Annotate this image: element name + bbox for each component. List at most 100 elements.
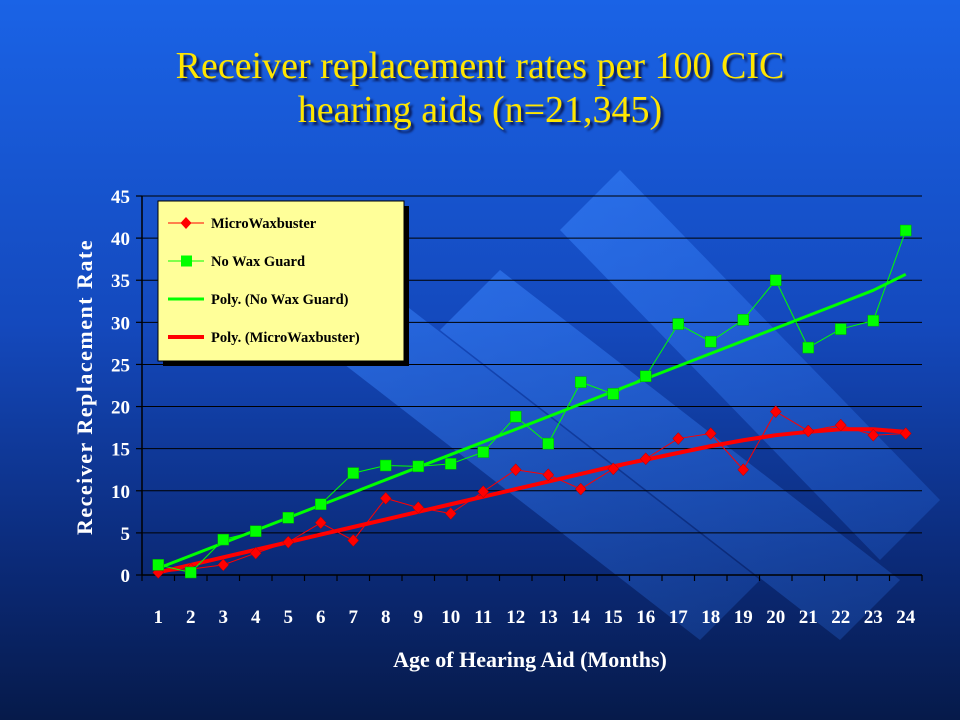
data-point: [737, 463, 750, 477]
y-tick-labels: 0 5 10 15 20 25 30 35 40 45: [111, 187, 130, 587]
legend-item-microwaxbuster: MicroWaxbuster: [168, 216, 317, 232]
data-point: [575, 376, 587, 388]
data-point: [412, 501, 425, 514]
background-stripe: [560, 170, 940, 560]
data-point: [217, 558, 230, 572]
x-tick-label: 22: [831, 607, 850, 628]
x-tick-label: 23: [864, 607, 883, 628]
data-point: [834, 418, 847, 432]
x-tick-label: 8: [381, 607, 391, 628]
data-point: [542, 468, 555, 482]
axes: [136, 195, 923, 581]
x-tick-label: 18: [701, 607, 720, 628]
y-tick-label: 40: [111, 229, 130, 250]
data-point: [705, 335, 717, 348]
data-point: [444, 507, 457, 520]
data-point: [477, 485, 490, 498]
y-tick-label: 10: [111, 482, 130, 503]
title-line-1: Receiver replacement rates per 100 CIC: [175, 45, 785, 87]
x-tick-label: 7: [349, 607, 359, 628]
x-tick-label: 11: [474, 607, 492, 628]
y-tick-label: 35: [111, 271, 130, 292]
y-tick-label: 45: [111, 187, 130, 208]
x-tick-label: 17: [669, 607, 689, 628]
x-tick-label: 10: [441, 607, 460, 628]
data-point: [672, 318, 684, 330]
data-point: [249, 546, 262, 560]
legend-swatch-marker: [180, 217, 192, 229]
legend-swatch-marker: [181, 255, 192, 267]
chart-title: Receiver replacement rates per 100 CIC h…: [0, 44, 960, 132]
y-tick-label: 15: [111, 440, 130, 461]
x-tick-label: 15: [604, 607, 623, 628]
data-point: [835, 323, 847, 335]
legend-item-poly-no-wax-guard: Poly. (No Wax Guard): [168, 292, 349, 308]
data-point: [607, 388, 619, 400]
y-tick-label: 5: [121, 524, 131, 545]
x-tick-label: 24: [896, 607, 916, 628]
data-point: [347, 467, 359, 479]
data-point: [379, 491, 392, 505]
legend-item-no-wax-guard: No Wax Guard: [168, 254, 305, 270]
legend-label: Poly. (MicroWaxbuster): [211, 330, 360, 346]
y-tick-label: 20: [111, 398, 130, 419]
data-point: [672, 432, 685, 445]
data-point: [607, 462, 620, 476]
x-axis-label: Age of Hearing Aid (Months): [393, 647, 667, 672]
series-line-microwaxbuster: [158, 410, 906, 573]
data-point: [737, 314, 749, 326]
y-tick-label: 25: [111, 355, 130, 376]
data-point: [314, 516, 327, 530]
title-line-2: hearing aids (n=21,345): [297, 89, 663, 131]
data-point: [704, 427, 717, 440]
legend-label: Poly. (No Wax Guard): [211, 292, 349, 308]
data-point: [510, 410, 522, 423]
legend-item-poly-microwaxbuster: Poly. (MicroWaxbuster): [168, 330, 360, 346]
x-tick-labels: 1 2 3 4 5 6 7 8 9 10 11 12 13 14 15 16 17 18 19 20 21 22 23 24: [154, 607, 916, 628]
data-point: [380, 459, 392, 472]
x-tick-label: 1: [154, 607, 164, 628]
data-point: [282, 511, 294, 524]
data-point: [412, 460, 424, 473]
data-point: [769, 405, 782, 418]
x-tick-label: 20: [766, 607, 785, 628]
x-tick-label: 21: [799, 607, 818, 628]
gridlines: [142, 195, 922, 534]
data-point: [509, 463, 522, 477]
data-point: [315, 498, 327, 511]
data-point: [574, 482, 587, 496]
x-tick-label: 19: [734, 607, 753, 628]
x-tick-label: 14: [571, 607, 591, 628]
data-point: [477, 446, 489, 458]
data-point: [639, 452, 652, 466]
x-tick-label: 16: [636, 607, 655, 628]
data-point: [185, 566, 197, 579]
x-tick-label: 9: [414, 607, 424, 628]
data-point: [770, 274, 782, 286]
data-point: [900, 224, 912, 237]
x-tick-label: 12: [506, 607, 525, 628]
y-tick-label: 0: [121, 566, 131, 587]
x-tick-label: 2: [186, 607, 196, 628]
series: [152, 224, 912, 579]
data-point: [867, 314, 879, 327]
y-tick-label: 30: [111, 313, 130, 334]
x-tick-label: 5: [284, 607, 294, 628]
legend-label: No Wax Guard: [211, 254, 305, 270]
data-point: [802, 341, 814, 354]
data-point: [445, 458, 457, 470]
x-tick-label: 13: [539, 607, 558, 628]
legend-label: MicroWaxbuster: [211, 216, 317, 232]
data-point: [217, 533, 229, 546]
data-point: [640, 370, 652, 382]
x-tick-label: 4: [251, 607, 261, 628]
legend-box: [157, 200, 405, 362]
y-axis-label: Receiver Replacement Rate: [72, 239, 97, 535]
background-stripe: [300, 270, 760, 640]
series-no-wax-guard: [152, 224, 912, 579]
data-point: [542, 437, 554, 450]
data-point: [802, 424, 815, 438]
x-tick-label: 6: [316, 607, 326, 628]
data-point: [899, 427, 912, 440]
